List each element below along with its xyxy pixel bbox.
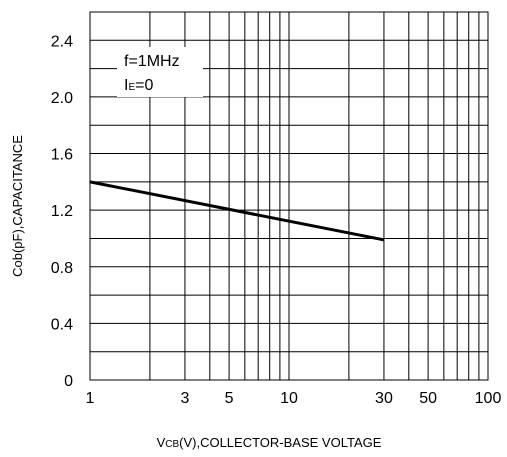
y-tick-label: 2.4	[51, 33, 73, 50]
y-tick-labels: 0 0.4 0.8 1.2 1.6 2.0 2.4	[51, 33, 73, 390]
series-layer	[89, 180, 385, 242]
annotation-ie-rest: =0	[135, 77, 153, 94]
x-tick-label: 1	[86, 390, 95, 407]
series-line	[89, 180, 385, 242]
y-axis-label: Cob(pF),CAPACITANCE	[10, 135, 25, 277]
y-tick-label: 2.0	[51, 90, 73, 107]
x-tick-label: 5	[225, 390, 234, 407]
y-tick-label: 0	[64, 373, 73, 390]
annotation-emitter-current: IE=0	[124, 77, 153, 94]
x-tick-label: 100	[475, 390, 502, 407]
annotation-ie-sub: E	[128, 82, 135, 93]
x-axis-label: VCB(V),COLLECTOR-BASE VOLTAGE	[157, 435, 382, 450]
annotation-ie-main: I	[124, 77, 128, 94]
x-tick-labels: 1 3 5 10 30 50 100	[86, 390, 502, 407]
y-tick-label: 0.8	[51, 260, 73, 277]
y-tick-label: 0.4	[51, 316, 73, 333]
annotation-box	[117, 47, 203, 97]
y-tick-label: 1.2	[51, 203, 73, 220]
x-tick-label: 3	[180, 390, 189, 407]
y-tick-label: 1.6	[51, 147, 73, 164]
plot-frame	[89, 11, 489, 381]
annotation-frequency: f=1MHz	[124, 53, 180, 70]
x-tick-label: 30	[375, 390, 393, 407]
x-axis-label-rest: (V),COLLECTOR-BASE VOLTAGE	[179, 435, 382, 450]
x-tick-label: 10	[280, 390, 298, 407]
x-tick-label: 50	[419, 390, 437, 407]
x-axis-label-sub: CB	[165, 439, 179, 450]
x-axis-label-main: V	[157, 435, 166, 450]
